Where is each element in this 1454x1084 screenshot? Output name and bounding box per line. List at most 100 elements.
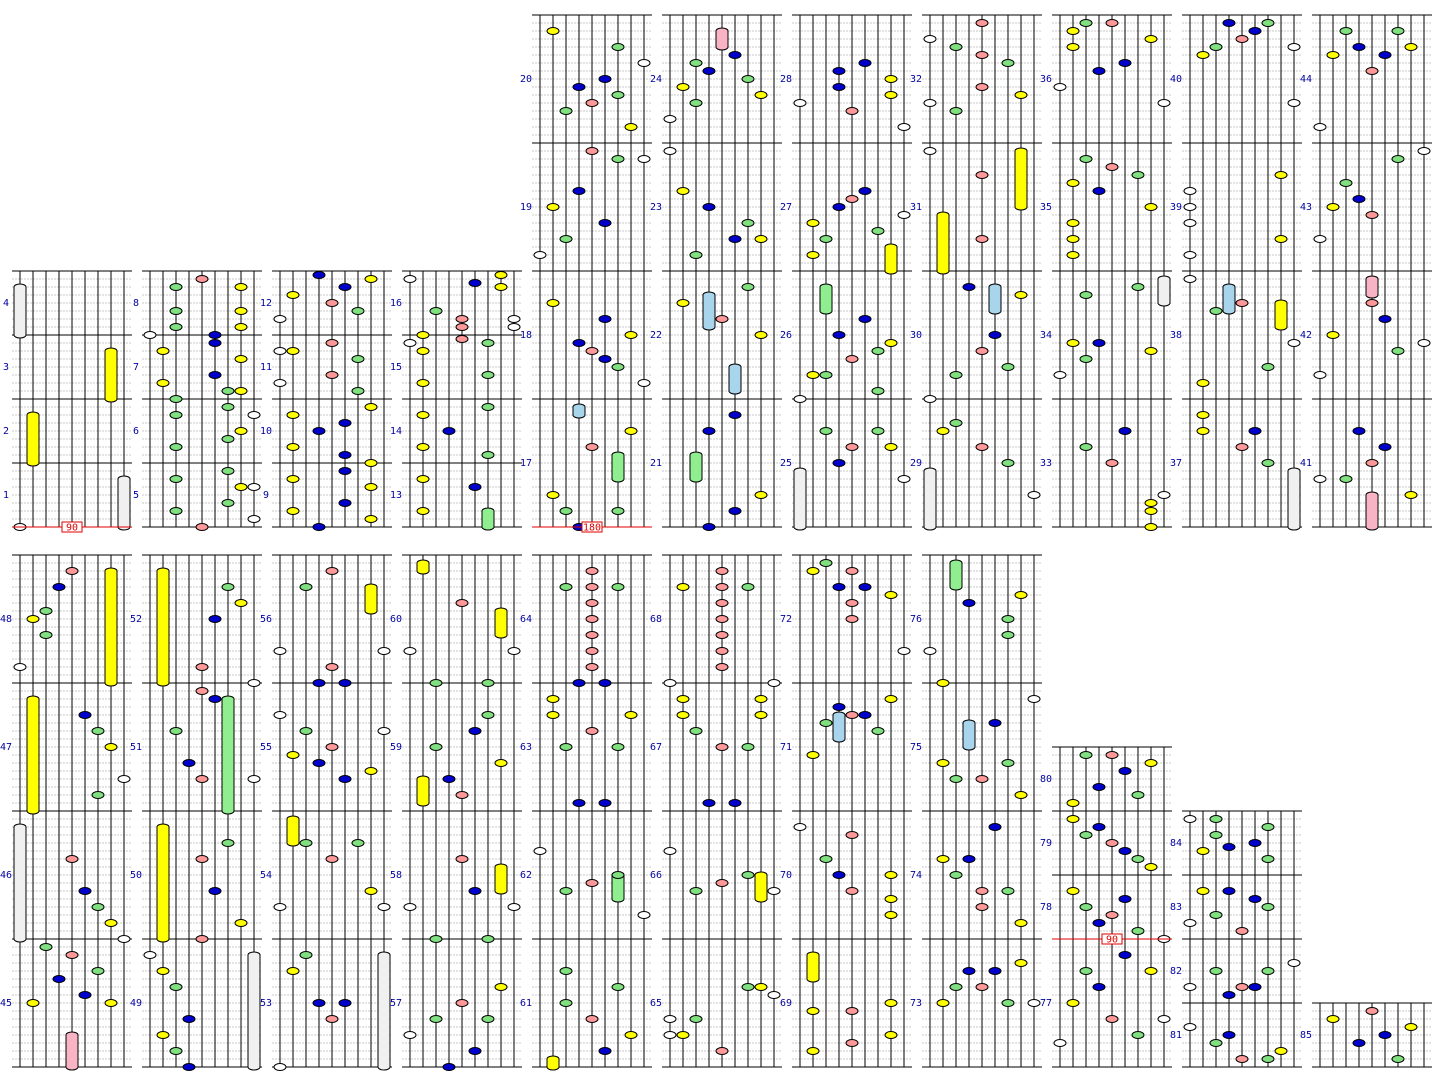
note [1027,695,1041,703]
note [975,443,989,451]
note [299,951,313,959]
note [429,1015,443,1023]
measure-number: 41 [1300,458,1312,469]
note [949,107,963,115]
measure-number: 48 [0,614,12,625]
measure-number: 65 [650,998,662,1009]
note [1118,427,1132,435]
long-note [1365,491,1379,531]
note [195,935,209,943]
note [338,999,352,1007]
note [624,427,638,435]
note [702,203,716,211]
note [1105,163,1119,171]
note [637,155,651,163]
note [585,879,599,887]
note [182,1015,196,1023]
note [598,75,612,83]
long-note [65,1031,79,1071]
note [715,583,729,591]
bpm-label: 90 [66,523,78,534]
note [832,871,846,879]
note [312,999,326,1007]
note [1027,999,1041,1007]
measure-number: 53 [260,998,272,1009]
measure-number: 32 [910,74,922,85]
note [1066,339,1080,347]
note [741,283,755,291]
note [793,823,807,831]
note [234,387,248,395]
note [1144,759,1158,767]
note [1118,895,1132,903]
measure-number: 26 [780,330,792,341]
note [221,387,235,395]
note [1105,459,1119,467]
measure-number: 80 [1040,774,1052,785]
note [143,331,157,339]
note [286,967,300,975]
note [676,187,690,195]
note [728,799,742,807]
note [923,147,937,155]
note [871,387,885,395]
measure-number: 50 [130,870,142,881]
note [923,647,937,655]
measure-number: 44 [1300,74,1312,85]
note [1235,443,1249,451]
note [1027,491,1041,499]
note [741,743,755,751]
note [234,599,248,607]
measure-number: 2 [3,426,9,437]
bpm-label: 90 [1106,935,1118,946]
note [598,679,612,687]
note [741,871,755,879]
long-note [611,451,625,483]
note [1196,379,1210,387]
note [585,99,599,107]
note [26,999,40,1007]
note [1209,815,1223,823]
note [767,679,781,687]
note [143,951,157,959]
note [559,999,573,1007]
note [975,19,989,27]
note [1001,459,1015,467]
note [715,599,729,607]
note [247,483,261,491]
note [585,647,599,655]
note [52,583,66,591]
note [754,695,768,703]
measure-number: 64 [520,614,532,625]
note [845,107,859,115]
note [1066,219,1080,227]
note [663,1031,677,1039]
note [156,1031,170,1039]
note [221,403,235,411]
long-note [26,411,40,467]
note [1131,283,1145,291]
note [195,855,209,863]
measure-number: 27 [780,202,792,213]
note [286,507,300,515]
measure-number: 63 [520,742,532,753]
note [221,499,235,507]
note [364,767,378,775]
note [156,379,170,387]
measure-number: 22 [650,330,662,341]
note [923,395,937,403]
long-note [416,775,430,807]
note [845,1039,859,1047]
long-note [1014,147,1028,211]
note [338,451,352,459]
note [221,467,235,475]
measure-number: 30 [910,330,922,341]
long-note [1222,283,1236,315]
note [1209,1039,1223,1047]
note [689,251,703,259]
note [559,235,573,243]
long-note [793,467,807,531]
note [975,887,989,895]
note [988,719,1002,727]
